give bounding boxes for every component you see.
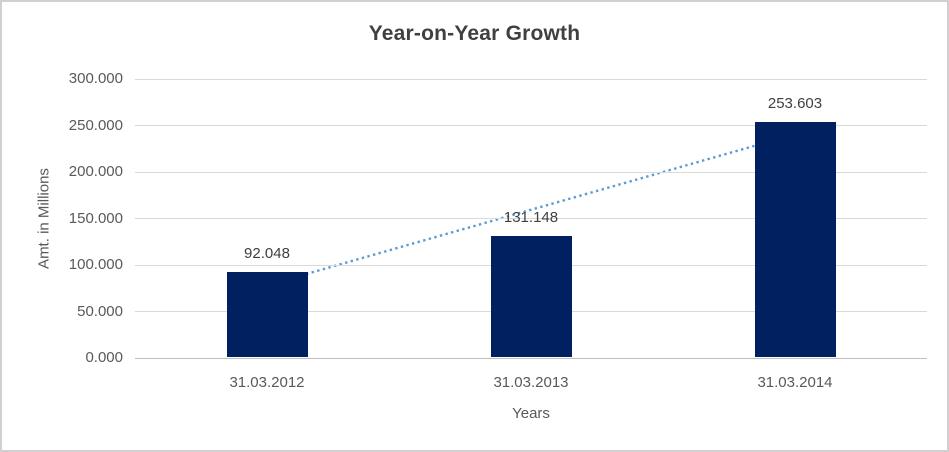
x-axis-title: Years xyxy=(512,405,550,422)
gridline xyxy=(135,78,927,80)
x-tick-label: 31.03.2014 xyxy=(757,374,833,391)
bar xyxy=(226,272,308,357)
y-tick-label: 150.000 xyxy=(68,209,123,227)
y-tick-label: 50.000 xyxy=(77,302,123,320)
x-tick-label: 31.03.2013 xyxy=(493,374,569,391)
x-axis-line xyxy=(135,357,927,359)
y-tick-label: 200.000 xyxy=(68,163,123,180)
data-label: 253.603 xyxy=(767,95,823,113)
bar xyxy=(754,122,836,357)
data-label: 92.048 xyxy=(244,245,290,263)
y-tick-label: 250.000 xyxy=(68,116,123,134)
gridline xyxy=(135,125,927,126)
gridline xyxy=(135,171,927,173)
bar xyxy=(490,236,572,357)
gridline xyxy=(135,218,927,219)
y-tick-label: 0.000 xyxy=(85,349,123,366)
x-tick-label: 31.03.2012 xyxy=(229,374,305,391)
data-label: 131.148 xyxy=(503,209,559,227)
chart-title: Year-on-Year Growth xyxy=(368,22,581,45)
y-tick-label: 100.000 xyxy=(68,256,123,273)
y-tick-label: 300.000 xyxy=(68,70,123,87)
